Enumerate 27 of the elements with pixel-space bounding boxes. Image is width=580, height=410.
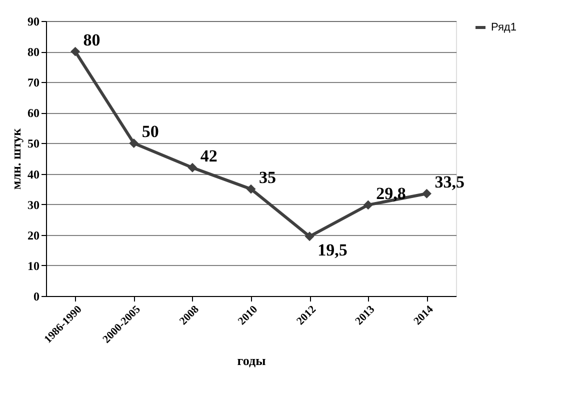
x-axis-title: годы (237, 352, 266, 368)
y-tick-label: 20 (28, 228, 40, 242)
y-tick-label: 70 (28, 76, 40, 90)
y-axis-title: млн. штук (8, 128, 24, 190)
y-tick-label: 50 (28, 136, 40, 151)
y-tick-label: 60 (28, 106, 40, 120)
y-tick-label: 40 (28, 167, 40, 182)
data-label: 35 (259, 168, 276, 188)
y-tick-label: 90 (28, 14, 40, 28)
data-label: 80 (83, 30, 100, 50)
data-label: 42 (200, 146, 218, 166)
point (246, 184, 256, 194)
y-tick-label: 80 (28, 45, 40, 60)
point (304, 232, 314, 242)
y-tick-label: 0 (34, 290, 40, 304)
data-label: 19,5 (318, 240, 348, 260)
data-label: 50 (142, 122, 159, 142)
data-label: 33,5 (434, 172, 464, 192)
point (422, 188, 432, 198)
point (70, 46, 80, 56)
data-label: 29,8 (376, 184, 406, 203)
y-tick-label: 10 (28, 258, 40, 273)
point (188, 162, 198, 172)
y-tick-label: 30 (28, 198, 40, 212)
point (129, 138, 139, 148)
point (363, 200, 373, 210)
legend-label: Ряд1 (491, 22, 516, 34)
